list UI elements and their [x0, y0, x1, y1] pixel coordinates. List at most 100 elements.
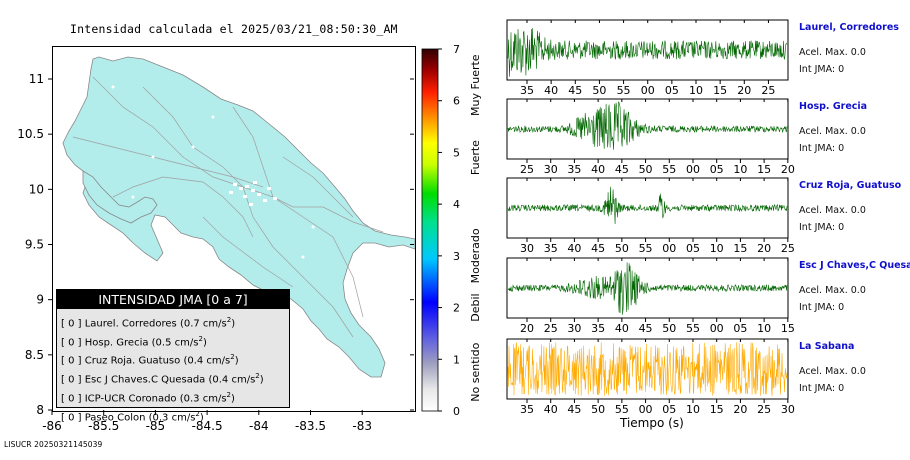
legend-rows: [ 0 ] Laurel. Corredores (0.7 cm/s2)[ 0 … — [57, 309, 289, 425]
map-y-tick-label: 10.5 — [17, 127, 44, 141]
legend-intensity-badge: [ 0 ] — [61, 318, 82, 330]
waveform-tick-label: 15 — [733, 242, 747, 255]
legend-station-name: Cruz Roja. Guatuso — [84, 355, 181, 367]
waveform-tick-label: 50 — [591, 403, 605, 416]
station-jma-intensity: Int JMA: 0 — [799, 143, 845, 154]
waveform-tick-label: 10 — [757, 322, 771, 335]
legend-close-paren: ) — [259, 374, 264, 386]
station-max-accel: Acel. Max. 0.0 — [799, 47, 866, 58]
waveform-panel: 35 40 45 50 55 00 05 10 15 20 25 — [506, 19, 789, 97]
waveform-tick-label: 45 — [591, 242, 605, 255]
map-x-tick-label: -84.5 — [192, 419, 223, 433]
waveform-tick-label: 45 — [639, 322, 653, 335]
colorbar-tick-label: 0 — [453, 405, 460, 418]
waveform-tick-label: 25 — [520, 163, 534, 176]
waveform-tick-label: 00 — [710, 322, 724, 335]
map-y-tick-label: 9.5 — [25, 238, 44, 252]
waveform-tick-label: 40 — [615, 322, 629, 335]
waveform-tick-label: 00 — [641, 84, 655, 97]
colorbar-tick-label: 3 — [453, 250, 460, 263]
waveform-panel: 35 40 45 50 55 00 05 10 15 20 25 30 — [506, 338, 795, 416]
waveform-tick-label: 55 — [639, 242, 653, 255]
legend-unit-exponent: 2 — [198, 334, 203, 343]
intensity-colorbar: 0 1 2 3 4 5 6 7 No sentido Debil Moderado Fuerte Mu… — [421, 44, 482, 418]
station-jma-intensity: Int JMA: 0 — [799, 64, 845, 75]
waveform-tick-label: 05 — [686, 242, 700, 255]
legend-row: [ 0 ] Esc J Chaves.C Quesada (0.4 cm/s2) — [57, 369, 289, 388]
legend-row: [ 0 ] Hosp. Grecia (0.5 cm/s2) — [57, 332, 289, 351]
legend-close-paren: ) — [231, 318, 236, 330]
legend-station-value: (0.4 cm/s — [183, 355, 231, 367]
waveform-tick-label: 10 — [733, 163, 747, 176]
colorbar-labels: No sentido Debil Moderado Fuerte Muy Fuerte — [469, 54, 482, 402]
legend-station-name: Hosp. Grecia — [84, 337, 149, 349]
map-x-tick-label: -86 — [42, 419, 62, 433]
waveform-tick-label: 10 — [686, 403, 700, 416]
legend-station-name: Paseo Colon — [84, 412, 146, 423]
legend-station-name: ICP-UCR Coronado — [84, 393, 177, 405]
waveform-tick-label: 40 — [567, 242, 581, 255]
colorbar-tick-label: 2 — [453, 302, 460, 315]
waveform-tick-label: 35 — [520, 84, 534, 97]
waveform-panel: 20 25 30 35 40 45 50 55 00 05 10 15 — [506, 257, 795, 335]
colorbar-category-label: Moderado — [469, 228, 482, 283]
waveform-tick-label: 35 — [567, 163, 581, 176]
waveform-tick-label: 05 — [665, 84, 679, 97]
map-y-tick-label: 8.5 — [25, 348, 44, 362]
map-x-tick-label: -85.5 — [88, 419, 119, 433]
legend-unit-exponent: 2 — [255, 372, 260, 381]
waveform-frame — [506, 257, 789, 319]
waveform-tick-label: 35 — [544, 242, 558, 255]
station-max-accel: Acel. Max. 0.0 — [799, 205, 866, 216]
waveform-tick-label: 50 — [639, 163, 653, 176]
station-name: Laurel, Corredores — [799, 22, 899, 33]
station-max-accel: Acel. Max. 0.0 — [799, 366, 866, 377]
legend-unit-exponent: 2 — [195, 409, 200, 418]
map-canvas — [62, 56, 415, 378]
legend-station-value: (0.3 cm/s — [179, 393, 227, 405]
waveform-tick-label: 00 — [686, 163, 700, 176]
colorbar-ticks: 0 1 2 3 4 5 6 7 — [438, 44, 460, 418]
waveform-tick-label: 20 — [781, 163, 795, 176]
waveform-tick-label: 15 — [713, 84, 727, 97]
legend-station-value: (0.4 cm/s — [208, 374, 256, 386]
waveform-tick-label: 55 — [686, 322, 700, 335]
waveform-tick-label: 15 — [781, 322, 795, 335]
colorbar-category-label: Debil — [469, 293, 482, 321]
station-name: Hosp. Grecia — [799, 101, 868, 112]
waveform-panel: 30 35 40 45 50 55 00 05 10 15 20 25 — [506, 177, 795, 255]
waveform-tick-label: 15 — [757, 163, 771, 176]
station-max-accel: Acel. Max. 0.0 — [799, 126, 866, 137]
legend-unit-exponent: 2 — [230, 353, 235, 362]
waveform-tick-label: 15 — [710, 403, 724, 416]
legend-intensity-badge: [ 0 ] — [61, 355, 82, 367]
station-max-accel: Acel. Max. 0.0 — [799, 285, 866, 296]
map-x-tick-label: -85 — [146, 419, 166, 433]
waveform-tick-label: 30 — [567, 322, 581, 335]
waveform-tick-label: 00 — [662, 242, 676, 255]
waveform-tick-label: 50 — [662, 322, 676, 335]
waveform-tick-label: 05 — [710, 163, 724, 176]
legend-intensity-badge: [ 0 ] — [61, 412, 82, 423]
waveform-tick-label: 00 — [639, 403, 653, 416]
waveform-tick-label: 05 — [662, 403, 676, 416]
waveform-tick-label: 20 — [520, 322, 534, 335]
legend-row: [ 0 ] Cruz Roja. Guatuso (0.4 cm/s2) — [57, 350, 289, 369]
nicoya-peninsula — [82, 170, 158, 224]
waveform-tick-label: 40 — [544, 84, 558, 97]
map-y-tick-label: 9 — [36, 293, 44, 307]
legend-station-value: (0.5 cm/s — [151, 337, 199, 349]
waveform-tick-label: 45 — [615, 163, 629, 176]
waveform-trace — [507, 342, 788, 397]
colorbar-tick-label: 4 — [453, 198, 460, 211]
legend-intensity-badge: [ 0 ] — [61, 393, 82, 405]
waveform-trace — [507, 28, 788, 77]
waveform-tick-label: 30 — [520, 242, 534, 255]
map-y-tick-label: 11 — [29, 72, 44, 86]
waveform-tick-label: 30 — [544, 163, 558, 176]
legend-close-paren: ) — [231, 393, 235, 405]
waveform-tick-label: 50 — [592, 84, 606, 97]
station-name: La Sabana — [799, 341, 855, 352]
waveform-tick-label: 25 — [757, 403, 771, 416]
station-jma-intensity: Int JMA: 0 — [799, 222, 845, 233]
